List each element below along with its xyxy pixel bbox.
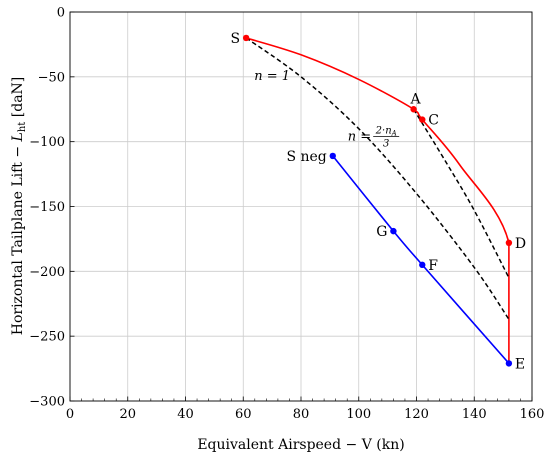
y-tick-label: −200: [29, 265, 65, 280]
series-line-n1: [245, 37, 510, 320]
point-a: [410, 106, 417, 113]
y-tick-label: 0: [57, 6, 65, 21]
y-axis-label: Horizontal Tailplane Lift − Lht [daN]: [10, 77, 28, 336]
annotation-n1: n = 1: [254, 69, 290, 84]
series-layer: [245, 37, 510, 364]
annotation-n2-numerator-sub: A: [391, 129, 397, 137]
point-label: C: [428, 113, 439, 129]
x-tick-label: 60: [235, 407, 252, 422]
y-tick-label: −100: [29, 135, 65, 150]
point-label: D: [515, 236, 526, 252]
y-axis-label-unit: [daN]: [10, 77, 26, 122]
series-line-negative: [332, 155, 510, 364]
y-axis-label-main: Horizontal Tailplane Lift −: [10, 141, 26, 335]
x-tick-label: 0: [66, 407, 74, 422]
x-tick-label: 20: [119, 407, 136, 422]
x-tick-label: 40: [177, 407, 194, 422]
point-f: [419, 261, 426, 269]
y-axis-label-symbol: L: [10, 132, 26, 142]
x-tick-label: 100: [346, 407, 371, 422]
point-label: G: [376, 224, 387, 240]
point-label: E: [515, 356, 525, 372]
annotation-n2-prefix: n =: [348, 129, 371, 144]
x-tick-label: 80: [293, 407, 310, 422]
y-tick-label: −50: [38, 70, 65, 85]
x-tick-label: 120: [404, 407, 429, 422]
tick-layer: 0 20 40 60 80 100 120 140 160 0 −50 −100 −150 −200 −25…: [29, 6, 544, 423]
x-tick-label: 140: [462, 407, 487, 422]
x-axis-label: Equivalent Airspeed − V (kn): [197, 437, 404, 453]
point-g: [390, 227, 397, 235]
point-label: F: [428, 258, 438, 274]
annotation-n2-numerator: 2·nA: [375, 125, 397, 137]
point-e: [505, 360, 513, 367]
point-label: A: [410, 91, 422, 107]
grid: [69, 11, 533, 402]
y-axis-label-subscript: ht: [17, 122, 28, 132]
point-d: [505, 239, 513, 247]
y-tick-label: −250: [29, 330, 65, 345]
annotation-layer: n = 1 n = 2·nA3: [254, 69, 400, 149]
point-c: [419, 116, 426, 123]
y-tick-label: −300: [29, 395, 65, 410]
annotation-n2-denominator: 3: [383, 138, 389, 149]
point-s: [242, 34, 250, 42]
point-label: S neg: [286, 149, 326, 165]
series-line-n2: [412, 108, 510, 279]
y-tick-label: −150: [29, 200, 65, 215]
x-tick-label: 160: [520, 407, 545, 422]
point-label: S: [231, 31, 241, 47]
point-s-neg: [329, 152, 336, 160]
